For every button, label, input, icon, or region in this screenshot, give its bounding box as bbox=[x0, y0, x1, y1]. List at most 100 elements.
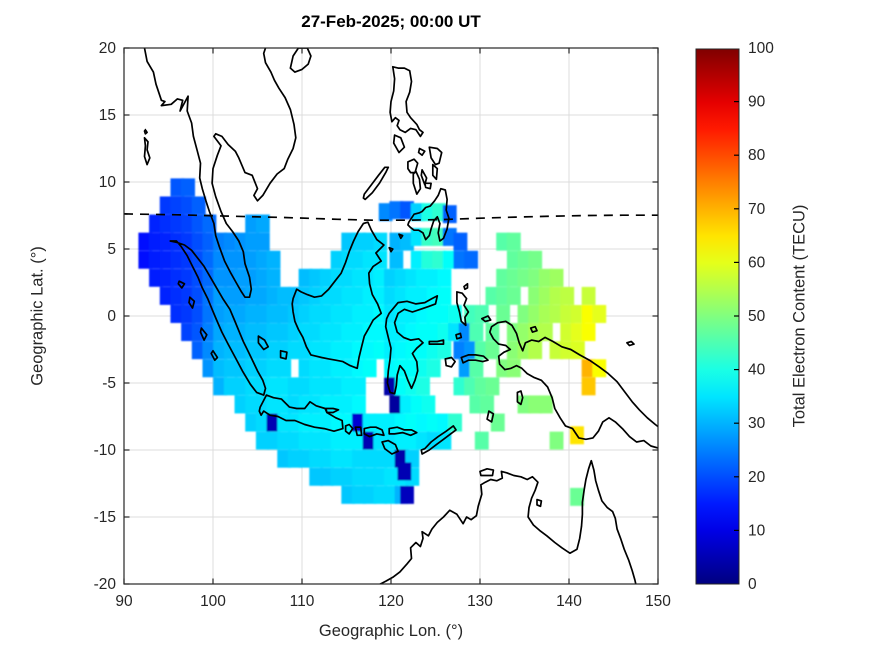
y-tick-label: 10 bbox=[99, 174, 117, 191]
tec-patch bbox=[474, 377, 489, 396]
tec-patch bbox=[416, 268, 430, 287]
tec-patch bbox=[570, 323, 585, 342]
tec-patch bbox=[506, 341, 521, 360]
coastline bbox=[289, 48, 312, 73]
tec-patch bbox=[405, 359, 420, 378]
tec-patch bbox=[298, 341, 313, 360]
tec-patch bbox=[416, 431, 430, 450]
coastline bbox=[354, 426, 363, 437]
tec-patch bbox=[373, 341, 388, 360]
tec-patch bbox=[397, 462, 412, 481]
tec-patch-layer bbox=[138, 178, 607, 506]
colorbar-tick-label: 40 bbox=[748, 362, 766, 379]
tec-patch bbox=[469, 359, 484, 378]
coastline bbox=[456, 291, 470, 327]
tec-patch bbox=[159, 232, 174, 251]
tec-patch bbox=[181, 196, 196, 215]
tec-patch bbox=[570, 305, 585, 323]
tec-patch bbox=[202, 250, 217, 269]
tec-patch bbox=[570, 341, 585, 360]
tec-patch bbox=[437, 323, 452, 342]
coastline bbox=[516, 390, 524, 406]
coastline bbox=[257, 335, 270, 351]
tec-patch bbox=[277, 377, 292, 396]
tec-patch bbox=[298, 413, 313, 432]
tec-patch bbox=[341, 467, 356, 486]
y-tick-label: 5 bbox=[107, 241, 116, 258]
tec-patch bbox=[309, 286, 324, 305]
tec-patch bbox=[341, 268, 356, 287]
colorbar-tick-label: 80 bbox=[748, 147, 766, 164]
tec-patch bbox=[255, 286, 270, 305]
tec-patch bbox=[405, 286, 420, 305]
tec-patch bbox=[277, 431, 292, 450]
x-tick-label: 140 bbox=[556, 593, 582, 610]
tec-patch bbox=[266, 305, 281, 323]
tec-patch bbox=[437, 268, 452, 287]
tec-patch bbox=[506, 250, 521, 269]
tec-patch bbox=[181, 214, 196, 233]
tec-patch bbox=[330, 323, 345, 342]
tec-patch bbox=[416, 286, 430, 305]
colorbar-tick-label: 100 bbox=[748, 40, 774, 57]
tec-patch bbox=[464, 377, 479, 396]
coastline bbox=[143, 128, 148, 135]
coastline bbox=[169, 240, 267, 396]
tec-patch bbox=[362, 305, 377, 323]
tec-patch bbox=[245, 286, 260, 305]
tec-patch bbox=[298, 305, 313, 323]
tec-patch bbox=[426, 359, 441, 378]
tec-patch bbox=[213, 268, 228, 287]
coastline bbox=[463, 282, 469, 291]
tec-patch bbox=[362, 467, 377, 486]
tec-patch bbox=[277, 305, 292, 323]
tec-patch bbox=[319, 377, 334, 396]
colorbar-tick-label: 0 bbox=[748, 576, 757, 593]
tec-patch bbox=[255, 413, 270, 432]
tec-patch bbox=[421, 395, 436, 414]
tec-patch bbox=[266, 395, 281, 414]
tec-patch bbox=[480, 395, 495, 414]
tec-patch bbox=[410, 203, 425, 222]
tec-patch bbox=[266, 250, 281, 269]
tec-patch bbox=[245, 413, 260, 432]
tec-patch bbox=[191, 305, 206, 323]
tec-patch bbox=[405, 305, 420, 323]
tec-patch bbox=[517, 268, 532, 287]
tec-patch bbox=[442, 205, 457, 224]
tec-patch bbox=[245, 323, 260, 342]
tec-patch bbox=[234, 395, 249, 414]
tec-patch bbox=[352, 323, 366, 342]
tec-patch bbox=[191, 286, 206, 305]
tec-patch bbox=[309, 359, 324, 378]
coastline bbox=[389, 65, 424, 138]
tec-patch bbox=[223, 286, 238, 305]
tec-patch bbox=[255, 431, 270, 450]
coastline bbox=[279, 349, 288, 360]
x-tick-label: 110 bbox=[290, 593, 315, 610]
colorbar-gradient bbox=[696, 49, 739, 584]
tec-patch bbox=[549, 431, 564, 450]
tec-patch bbox=[373, 323, 388, 342]
coastline bbox=[488, 320, 658, 449]
coastline bbox=[392, 134, 406, 154]
tec-patch bbox=[309, 395, 324, 414]
y-tick-label: -10 bbox=[94, 442, 117, 459]
tec-patch bbox=[255, 214, 270, 233]
tec-patch bbox=[341, 305, 356, 323]
tec-patch bbox=[362, 449, 377, 468]
tec-patch bbox=[341, 323, 356, 342]
tec-patch bbox=[319, 341, 334, 360]
tec-patch bbox=[352, 305, 366, 323]
tec-patch bbox=[277, 395, 292, 414]
tec-patch bbox=[352, 485, 366, 504]
tec-patch bbox=[517, 305, 532, 323]
tec-patch bbox=[149, 268, 163, 287]
x-tick-label: 100 bbox=[200, 593, 226, 610]
tec-patch bbox=[389, 250, 404, 269]
tec-patch bbox=[149, 214, 163, 233]
tec-patch bbox=[287, 413, 302, 432]
tec-patch bbox=[394, 323, 409, 342]
tec-patch bbox=[362, 485, 377, 504]
